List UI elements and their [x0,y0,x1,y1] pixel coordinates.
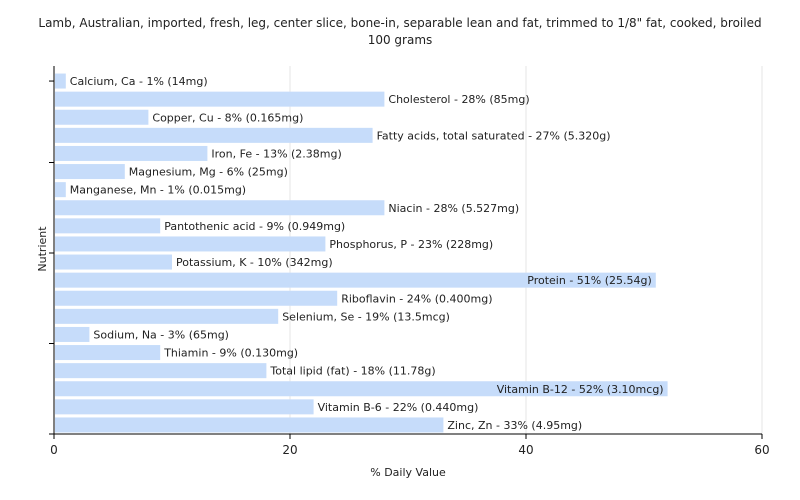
chart-title-line-2: 100 grams [368,33,433,47]
bar-label: Total lipid (fat) - 18% (11.78g) [269,365,435,378]
bar [55,290,338,306]
bar [55,272,656,288]
bar [55,326,90,342]
x-tick-label: 20 [282,443,297,457]
bar-label: Fatty acids, total saturated - 27% (5.32… [377,129,611,142]
x-tick-label: 40 [518,443,533,457]
bar [55,399,314,415]
bar-label: Vitamin B-6 - 22% (0.440mg) [318,401,479,414]
bar-label: Cholesterol - 28% (85mg) [388,93,529,106]
bar-label: Iron, Fe - 13% (2.38mg) [211,147,341,160]
bar-label: Riboflavin - 24% (0.400mg) [341,292,492,305]
bar [55,200,385,216]
axes-group [49,66,763,439]
bars-group [55,73,668,433]
bar [55,164,125,180]
bar [55,236,326,252]
bar [55,182,66,198]
bar-labels-group: Calcium, Ca - 1% (14mg) Cholesterol - 28%… [70,75,664,432]
bar-label: Selenium, Se - 19% (13.5mcg) [282,310,450,323]
bar [55,363,267,379]
plot-area [54,72,762,434]
x-tick-label: 60 [754,443,769,457]
bar [55,218,161,234]
bar [55,254,172,270]
bar-label: Phosphorus, P - 23% (228mg) [329,238,493,251]
bar [55,127,373,143]
bar-label: Manganese, Mn - 1% (0.015mg) [70,184,246,197]
bar-label: Zinc, Zn - 33% (4.95mg) [447,419,582,432]
x-axis-label: % Daily Value [370,466,446,479]
bar [55,308,279,324]
x-tick-label: 0 [50,443,58,457]
bar-label: Calcium, Ca - 1% (14mg) [70,75,208,88]
bar-label: Protein - 51% (25.54g) [527,274,652,287]
bar [55,91,385,107]
bar [55,109,149,125]
bar [55,345,161,361]
chart-title-line-1: Lamb, Australian, imported, fresh, leg, … [38,16,761,30]
bar [55,381,668,397]
bar-label: Vitamin B-12 - 52% (3.10mcg) [497,383,664,396]
bar-label: Pantothenic acid - 9% (0.949mg) [164,220,345,233]
y-axis-label: Nutrient [36,226,49,272]
bar-label: Magnesium, Mg - 6% (25mg) [129,166,288,179]
bar-label: Thiamin - 9% (0.130mg) [163,347,298,360]
bar [55,73,66,89]
x-tick-labels: 0 20 40 60 [50,443,769,457]
bar-label: Potassium, K - 10% (342mg) [176,256,333,269]
bar-label: Niacin - 28% (5.527mg) [388,202,519,215]
bar [55,145,208,161]
bar-label: Copper, Cu - 8% (0.165mg) [152,111,303,124]
bar [55,417,444,433]
bar-label: Sodium, Na - 3% (65mg) [93,328,229,341]
